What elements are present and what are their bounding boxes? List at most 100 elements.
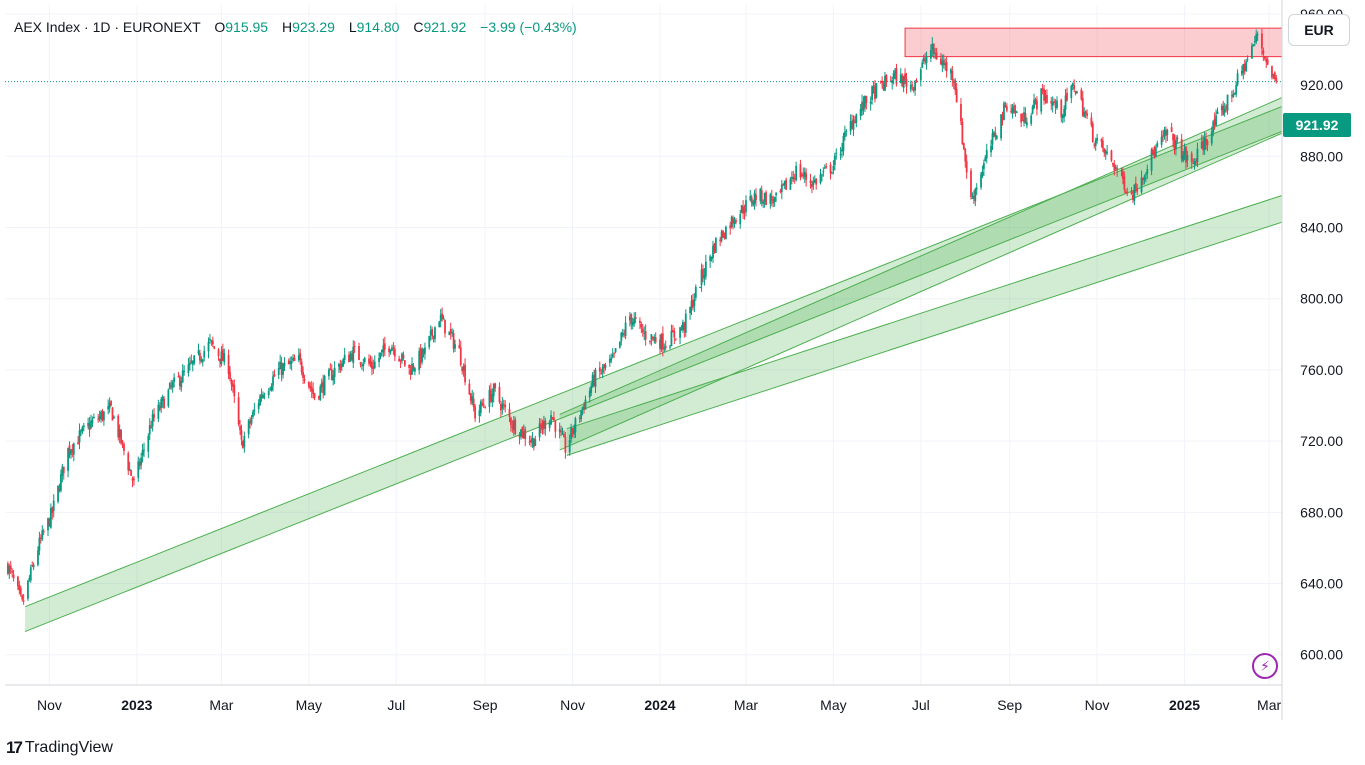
candle-up [41, 530, 44, 540]
candle-down [553, 417, 555, 421]
candle-down [461, 366, 464, 372]
candle-down [563, 434, 565, 438]
candle-up [749, 196, 752, 201]
candle-down [412, 365, 415, 370]
candle-up [1256, 34, 1259, 36]
candle-up [610, 357, 613, 361]
high-label: H [281, 19, 293, 35]
candle-up [439, 314, 442, 322]
candle-down [1173, 140, 1176, 151]
candle-down [1206, 141, 1209, 146]
candle-down [1205, 138, 1207, 144]
candle-down [329, 368, 332, 371]
time-tick-label: 2024 [644, 697, 675, 713]
candle-down [514, 419, 517, 434]
candle-down [110, 400, 112, 406]
candle-down [1170, 127, 1173, 132]
candle-up [590, 385, 593, 393]
candle-up [352, 346, 355, 363]
candle-down [578, 417, 581, 419]
candle-up [379, 352, 382, 358]
trend-channel-line [559, 132, 1283, 451]
candle-up [690, 300, 693, 309]
candle-up [282, 364, 284, 375]
candle-up [1133, 184, 1136, 201]
candle-up [197, 350, 200, 354]
candle-up [270, 386, 273, 391]
candle-up [140, 457, 143, 465]
candle-up [250, 418, 253, 424]
candle-down [339, 364, 342, 370]
candle-down [330, 369, 333, 380]
candle-down [1021, 120, 1024, 122]
candle-down [532, 438, 535, 448]
candle-up [1070, 85, 1073, 99]
candle-up [29, 567, 32, 581]
candle-up [944, 63, 947, 66]
candle-down [970, 170, 972, 197]
candle-up [1076, 91, 1078, 93]
candle-up [161, 396, 164, 402]
candle-down [1136, 188, 1139, 192]
time-tick-label: Nov [1085, 697, 1110, 713]
candle-down [11, 570, 14, 573]
candle-down [150, 426, 153, 429]
candle-down [510, 417, 512, 426]
candle-up [849, 121, 852, 132]
candle-up [531, 438, 534, 443]
candle-up [993, 132, 995, 136]
alert-lightning-icon[interactable]: ⚡ [1252, 653, 1278, 679]
candle-up [730, 216, 733, 228]
candle-up [277, 367, 280, 375]
candle-down [924, 59, 927, 62]
candle-down [1192, 162, 1195, 164]
candle-up [1166, 129, 1169, 135]
trend-channel [559, 97, 1282, 451]
candle-up [28, 578, 31, 581]
candle-up [188, 362, 191, 365]
candle-up [180, 381, 183, 388]
candle-down [639, 320, 641, 323]
candle-up [821, 174, 823, 176]
candle-down [39, 537, 42, 539]
candle-down [654, 337, 657, 343]
candle-up [243, 436, 246, 447]
candle-down [1243, 63, 1246, 71]
price-tick-label: 920.00 [1300, 77, 1343, 93]
candle-up [971, 197, 974, 199]
candle-down [138, 461, 141, 467]
candle-down [964, 148, 967, 162]
candle-up [704, 261, 707, 277]
candle-down [1130, 191, 1133, 194]
candle-down [972, 195, 975, 199]
candle-up [141, 449, 144, 456]
candle-up [538, 423, 541, 438]
candle-up [520, 429, 522, 437]
candle-up [320, 382, 323, 388]
candle-up [442, 317, 445, 320]
candle-up [921, 62, 924, 68]
candle-up [414, 368, 416, 372]
currency-button[interactable]: EUR [1288, 14, 1350, 46]
candle-down [498, 386, 501, 402]
candle-down [905, 79, 908, 87]
candle-up [812, 181, 815, 186]
candle-down [302, 371, 305, 378]
candle-up [611, 354, 614, 357]
candle-up [1033, 99, 1035, 108]
candle-up [725, 226, 727, 239]
candle-up [1031, 106, 1034, 114]
candle-up [710, 256, 713, 259]
candle-up [448, 331, 451, 335]
candle-down [441, 313, 444, 319]
candle-up [102, 411, 105, 421]
candle-up [984, 157, 987, 161]
tradingview-brand[interactable]: 17 TradingView [6, 738, 113, 758]
drawings [24, 27, 1283, 633]
candle-up [919, 69, 922, 81]
candle-up [894, 70, 896, 74]
candle-down [101, 410, 104, 420]
candle-up [203, 350, 206, 358]
candle-up [1056, 100, 1058, 108]
